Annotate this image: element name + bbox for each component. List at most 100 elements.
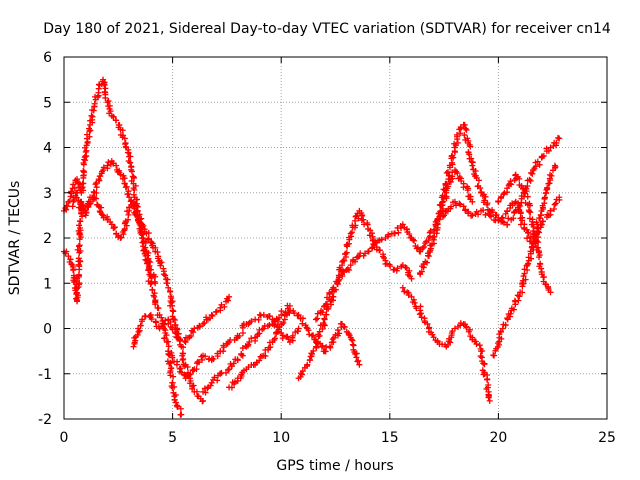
data-point — [466, 193, 473, 200]
data-point — [413, 305, 420, 312]
data-point — [180, 356, 187, 363]
data-point — [125, 211, 132, 218]
data-point — [193, 366, 200, 373]
data-point — [336, 330, 343, 337]
data-point — [148, 275, 155, 282]
data-point — [522, 276, 529, 283]
data-point — [502, 321, 509, 328]
data-point — [78, 185, 85, 192]
data-point — [177, 365, 184, 372]
y-tick-label: -1 — [38, 367, 52, 383]
data-point — [279, 335, 286, 342]
data-point — [334, 327, 341, 334]
data-point — [98, 204, 105, 211]
data-point — [365, 248, 372, 255]
data-point — [73, 189, 80, 196]
data-point — [130, 343, 137, 350]
data-point — [191, 325, 198, 332]
data-point — [100, 164, 107, 171]
data-point — [71, 185, 78, 192]
data-point — [480, 360, 487, 367]
data-point — [95, 176, 102, 183]
data-point — [329, 288, 336, 295]
x-tick-label: 15 — [381, 430, 399, 446]
data-point — [189, 385, 196, 392]
data-point — [149, 286, 156, 293]
data-point — [266, 313, 273, 320]
data-point — [148, 316, 155, 323]
data-point — [408, 275, 415, 282]
data-point — [179, 356, 186, 363]
data-point — [74, 246, 81, 253]
data-point — [74, 176, 81, 183]
x-axis-label: GPS time / hours — [276, 458, 393, 474]
data-point — [184, 334, 191, 341]
data-point — [299, 315, 306, 322]
data-point — [92, 181, 99, 188]
data-point — [341, 257, 348, 264]
data-point — [271, 337, 278, 344]
series-sat-d — [130, 293, 233, 350]
data-point — [178, 411, 185, 418]
data-point — [535, 239, 542, 246]
data-point — [547, 207, 554, 214]
data-point — [335, 277, 342, 284]
data-point — [167, 288, 174, 295]
data-point — [132, 210, 139, 217]
data-point — [465, 210, 472, 217]
data-point — [481, 197, 488, 204]
data-point — [504, 221, 511, 228]
data-point — [556, 194, 563, 201]
data-point — [204, 385, 211, 392]
data-point — [128, 168, 135, 175]
data-point — [86, 125, 93, 132]
data-point — [135, 217, 142, 224]
series-sat-n — [495, 171, 554, 296]
data-point — [119, 127, 126, 134]
data-point — [112, 117, 119, 124]
data-point — [91, 100, 98, 107]
data-point — [316, 328, 323, 335]
data-point — [530, 246, 537, 253]
data-point — [108, 221, 115, 228]
data-point — [214, 353, 221, 360]
data-point — [151, 293, 158, 300]
data-point — [401, 288, 408, 295]
data-point — [312, 316, 319, 323]
data-point — [84, 131, 91, 138]
data-point — [527, 209, 534, 216]
data-point — [122, 141, 129, 148]
data-point — [342, 254, 349, 261]
data-point — [411, 299, 418, 306]
data-point — [525, 230, 532, 237]
data-point — [326, 296, 333, 303]
data-point — [228, 384, 235, 391]
data-point — [167, 359, 174, 366]
y-tick-label: 5 — [43, 95, 52, 111]
data-point — [199, 356, 206, 363]
data-point — [120, 231, 127, 238]
data-point — [181, 337, 188, 344]
data-point — [181, 363, 188, 370]
data-point — [217, 304, 224, 311]
data-point — [467, 143, 474, 150]
y-axis-label: SDTVAR / TECUs — [7, 181, 23, 296]
data-point — [463, 324, 470, 331]
data-point — [169, 354, 176, 361]
data-point — [190, 382, 197, 389]
data-point — [162, 272, 169, 279]
data-point — [551, 162, 558, 169]
data-point — [163, 280, 170, 287]
data-point — [211, 374, 218, 381]
data-point — [262, 353, 269, 360]
data-point — [475, 211, 482, 218]
data-point — [556, 135, 563, 142]
data-point — [406, 267, 413, 274]
data-point — [140, 247, 147, 254]
data-point — [447, 339, 454, 346]
data-point — [442, 187, 449, 194]
data-point — [525, 260, 532, 267]
data-point — [360, 216, 367, 223]
data-point — [177, 405, 184, 412]
data-point — [226, 366, 233, 373]
